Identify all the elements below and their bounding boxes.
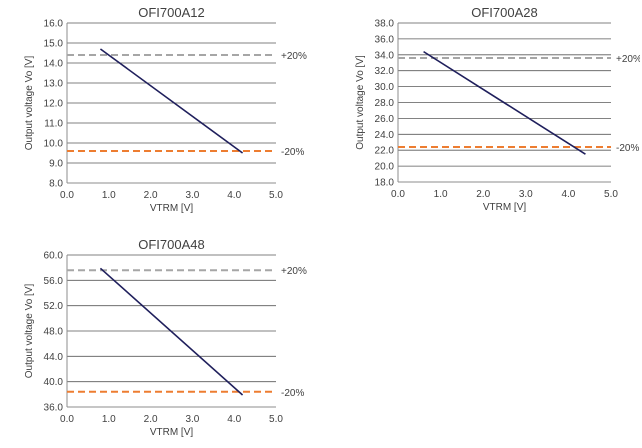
y-tick-label: 44.0	[44, 352, 64, 363]
x-tick-label: 2.0	[144, 414, 158, 425]
y-tick-label: 11.0	[44, 119, 63, 130]
chart-title: OFI700A48	[138, 237, 205, 252]
x-tick-label: 2.0	[144, 190, 158, 201]
y-tick-label: 32.0	[375, 66, 395, 77]
y-tick-label: 16.0	[44, 19, 64, 30]
x-axis-label: VTRM [V]	[150, 427, 194, 438]
chart-title: OFI700A28	[471, 5, 538, 20]
plus-20-label: +20%	[281, 266, 307, 277]
x-tick-label: 4.0	[227, 190, 241, 201]
series-line	[423, 50, 586, 155]
y-tick-label: 48.0	[44, 327, 64, 338]
x-tick-label: 3.0	[519, 189, 533, 200]
y-tick-label: 18.0	[375, 178, 395, 189]
minus-20-label: -20%	[616, 143, 639, 154]
x-tick-label: 1.0	[434, 189, 448, 200]
y-tick-label: 38.0	[375, 19, 395, 30]
y-tick-label: 13.0	[44, 79, 64, 90]
y-tick-label: 9.0	[49, 159, 63, 170]
chart-ofi700a12: 8.0 9.0 10.0 11.0 12.0 13.0 14.0 15.0 16.0 0.0 1.0…	[24, 5, 307, 214]
y-tick-label: 36.0	[375, 34, 395, 45]
x-tick-label: 3.0	[185, 190, 199, 201]
y-axis-label: Output voltage Vo [V]	[24, 56, 35, 151]
y-tick-label: 34.0	[375, 50, 395, 61]
y-tick-label: 14.0	[44, 59, 64, 70]
series-line	[99, 48, 244, 154]
x-tick-label: 5.0	[604, 189, 618, 200]
chart-ofi700a28: 18.0 20.0 22.0 24.0 26.0 28.0 30.0 32.0 34.0 36.0…	[355, 5, 640, 213]
x-tick-label: 2.0	[476, 189, 490, 200]
y-tick-label: 15.0	[44, 39, 64, 50]
y-tick-label: 26.0	[375, 114, 395, 125]
x-axis-label: VTRM [V]	[150, 203, 194, 214]
x-tick-label: 1.0	[102, 414, 116, 425]
y-tick-label: 56.0	[44, 276, 64, 287]
x-tick-label: 3.0	[185, 414, 199, 425]
chart-title: OFI700A12	[138, 5, 205, 20]
y-tick-label: 30.0	[375, 82, 395, 93]
y-tick-label: 20.0	[375, 162, 395, 173]
y-tick-label: 22.0	[375, 146, 395, 157]
x-tick-label: 5.0	[269, 190, 283, 201]
x-tick-label: 4.0	[561, 189, 575, 200]
series-line	[99, 267, 244, 396]
chart-ofi700a48: 36.0 40.0 44.0 48.0 52.0 56.0 60.0 0.0 1.0 2.0 3.0…	[24, 237, 307, 438]
plus-20-label: +20%	[616, 54, 640, 65]
y-tick-label: 36.0	[44, 403, 64, 414]
y-tick-label: 40.0	[44, 377, 64, 388]
y-tick-label: 10.0	[44, 139, 64, 150]
x-tick-label: 1.0	[102, 190, 116, 201]
x-tick-label: 4.0	[227, 414, 241, 425]
y-axis-label: Output voltage Vo [V]	[355, 55, 366, 150]
y-tick-label: 8.0	[49, 179, 63, 190]
minus-20-label: -20%	[281, 388, 304, 399]
x-tick-label: 5.0	[269, 414, 283, 425]
x-axis-label: VTRM [V]	[483, 202, 527, 213]
y-tick-label: 60.0	[44, 251, 64, 262]
y-tick-label: 52.0	[44, 301, 64, 312]
minus-20-label: -20%	[281, 147, 304, 158]
x-tick-label: 0.0	[60, 414, 74, 425]
plus-20-label: +20%	[281, 51, 307, 62]
y-tick-label: 12.0	[44, 99, 64, 110]
y-tick-label: 24.0	[375, 130, 395, 141]
x-tick-label: 0.0	[60, 190, 74, 201]
y-tick-label: 28.0	[375, 98, 395, 109]
x-tick-label: 0.0	[391, 189, 405, 200]
y-axis-label: Output voltage Vo [V]	[24, 284, 35, 379]
